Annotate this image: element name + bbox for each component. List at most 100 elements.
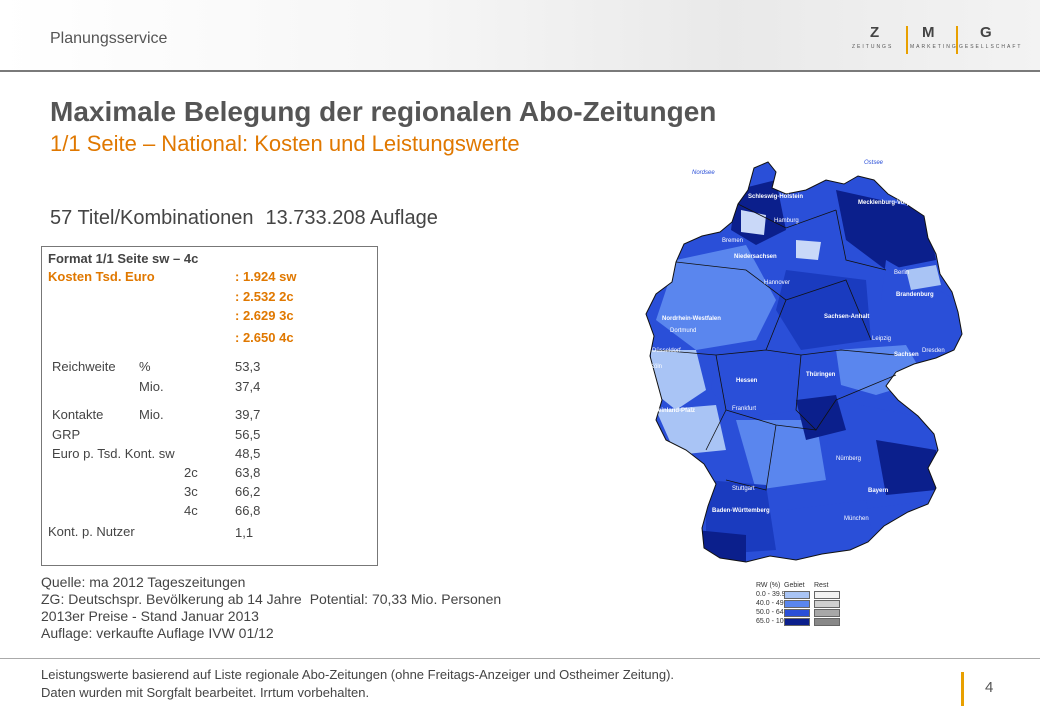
reach-pct-unit: % [139, 359, 151, 374]
label-nuernberg: Nürnberg [836, 456, 861, 462]
page-subtitle: 1/1 Seite – National: Kosten und Leistun… [50, 131, 520, 156]
legend-range-1: 0.0 - 39.9 [756, 591, 786, 598]
label-nordsee: Nordsee [692, 170, 715, 176]
legend-swatch-rest-4 [814, 618, 840, 626]
reach-label: Reichweite [52, 359, 116, 374]
logo-divider [906, 26, 908, 54]
kont-label: Kont. p. Nutzer [48, 524, 135, 539]
footer-divider [0, 658, 1040, 659]
summary-titles: 57 Titel/Kombinationen [50, 207, 254, 229]
contacts-value: 39,7 [235, 407, 261, 422]
label-schleswig-holstein: Schleswig-Holstein [748, 194, 803, 200]
logo-divider [956, 26, 958, 54]
section-label: Planungsservice [50, 30, 168, 47]
label-dortmund: Dortmund [670, 328, 696, 334]
summary-line: 57 Titel/Kombinationen 13.733.208 Auflage [50, 207, 438, 230]
note-circulation: Auflage: verkaufte Auflage IVW 01/12 [41, 625, 274, 641]
logo-letter-g: G [980, 24, 993, 41]
kpi-box: Format 1/1 Seite sw – 4c Kosten Tsd. Eur… [41, 246, 378, 566]
legend-swatch-gebiet-2 [784, 600, 810, 608]
header-background [0, 0, 1040, 70]
reach-mio-value: 37,4 [235, 379, 261, 394]
cost-4c: : 2.650 4c [235, 330, 294, 345]
header-divider [0, 70, 1040, 72]
legend-range-2: 40.0 - 49.9 [756, 600, 790, 607]
label-duesseldorf: Düsseldorf [652, 348, 681, 354]
reach-mio-unit: Mio. [139, 379, 164, 394]
note-target: ZG: Deutschspr. Bevölkerung ab 14 Jahre [41, 591, 302, 607]
label-bayern: Bayern [868, 488, 889, 494]
label-sachsen: Sachsen [894, 352, 919, 358]
legend-swatch-rest-3 [814, 609, 840, 617]
label-muenchen: München [844, 516, 869, 522]
legend-swatch-rest-2 [814, 600, 840, 608]
label-hannover: Hannover [764, 280, 790, 286]
euro-label: Euro p. Tsd. Kont. sw [52, 446, 175, 461]
label-baden-wuerttemberg: Baden-Württemberg [712, 508, 770, 514]
page-title: Maximale Belegung der regionalen Abo-Zei… [50, 96, 717, 127]
euro-3c-label: 3c [184, 484, 198, 499]
cost-label: Kosten Tsd. Euro [48, 269, 155, 284]
summary-circulation: 13.733.208 Auflage [265, 207, 438, 229]
label-niedersachsen: Niedersachsen [734, 254, 777, 260]
germany-reach-map: Nordsee Ostsee Schleswig-Holstein Meckle… [636, 150, 976, 575]
legend-col-gebiet: Gebiet [784, 582, 805, 589]
note-prices: 2013er Preise - Stand Januar 2013 [41, 608, 259, 624]
note-source: Quelle: ma 2012 Tageszeitungen [41, 574, 246, 590]
label-mecklenburg: Mecklenburg-Vorpommern [858, 200, 934, 206]
legend-range-4: 65.0 - 100.0 [756, 618, 794, 625]
legend-swatch-rest-1 [814, 591, 840, 599]
euro-3c-value: 66,2 [235, 484, 261, 499]
legend-swatch-gebiet-1 [784, 591, 810, 599]
legend-col-rest: Rest [814, 582, 829, 589]
source-notes: Quelle: ma 2012 Tageszeitungen ZG: Deuts… [41, 574, 501, 642]
label-stuttgart: Stuttgart [732, 486, 755, 492]
label-thueringen: Thüringen [806, 372, 836, 378]
footer-disclaimer: Leistungswerte basierend auf Liste regio… [41, 666, 674, 702]
note-target-group: ZG: Deutschspr. Bevölkerung ab 14 Jahre P… [41, 591, 501, 608]
label-berlin: Berlin [894, 270, 909, 276]
page-number: 4 [985, 679, 994, 696]
label-dresden: Dresden [922, 348, 945, 354]
label-bremen: Bremen [722, 238, 743, 244]
label-ostsee: Ostsee [864, 160, 884, 166]
euro-2c-value: 63,8 [235, 465, 261, 480]
label-sachsen-anhalt: Sachsen-Anhalt [824, 314, 869, 320]
legend-swatch-gebiet-3 [784, 609, 810, 617]
state-borders [655, 203, 897, 491]
logo-letter-z: Z [870, 24, 881, 41]
euro-4c-value: 66,8 [235, 503, 261, 518]
logo-letter-m: M [922, 24, 936, 41]
logo-word-gesellschaft: GESELLSCHAFT [959, 44, 1023, 50]
format-label: Format 1/1 Seite sw – 4c [48, 251, 199, 266]
logo-word-marketing: MARKETING [910, 44, 958, 50]
legend-swatch-gebiet-4 [784, 618, 810, 626]
label-nrw: Nordrhein-Westfalen [662, 316, 721, 322]
note-potential: Potential: 70,33 Mio. Personen [309, 591, 502, 607]
label-frankfurt: Frankfurt [732, 406, 756, 412]
page-number-accent [961, 672, 964, 706]
cost-2c: : 2.532 2c [235, 289, 294, 304]
legend-title: RW (%) [756, 582, 781, 589]
label-hessen: Hessen [736, 378, 758, 384]
euro-2c-label: 2c [184, 465, 198, 480]
reach-pct-value: 53,3 [235, 359, 261, 374]
label-hamburg: Hamburg [774, 218, 799, 224]
euro-sw-value: 48,5 [235, 446, 261, 461]
cost-3c: : 2.629 3c [235, 308, 294, 323]
contacts-unit: Mio. [139, 407, 164, 422]
footer-line-1: Leistungswerte basierend auf Liste regio… [41, 667, 675, 682]
grp-value: 56,5 [235, 427, 261, 442]
label-leipzig: Leipzig [872, 336, 891, 342]
label-rheinland-pfalz: Rheinland-Pfalz [650, 408, 695, 414]
grp-label: GRP [52, 427, 81, 442]
footer-line-2: Daten wurden mit Sorgfalt bearbeitet. Ir… [41, 685, 370, 700]
euro-4c-label: 4c [184, 503, 198, 518]
label-koeln: Köln [650, 364, 662, 370]
cost-sw: : 1.924 sw [235, 269, 297, 284]
contacts-label: Kontakte [52, 407, 104, 422]
legend-range-3: 50.0 - 64.9 [756, 609, 790, 616]
kont-value: 1,1 [235, 525, 254, 540]
zmg-logo: Z M G ZEITUNGS MARKETING GESELLSCHAFT [848, 24, 1020, 54]
logo-word-zeitungs: ZEITUNGS [852, 44, 894, 50]
